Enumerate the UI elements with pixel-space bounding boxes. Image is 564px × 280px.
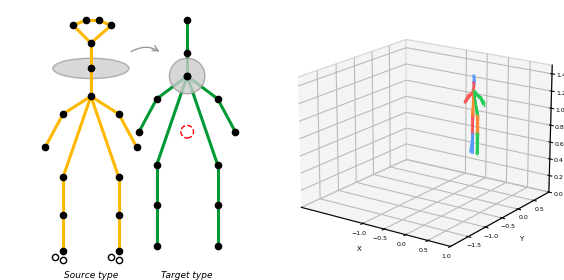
Y-axis label: Y: Y (519, 236, 523, 242)
Circle shape (169, 58, 205, 94)
Text: Target type: Target type (161, 271, 213, 280)
Text: Source type: Source type (64, 271, 118, 280)
Ellipse shape (53, 58, 129, 78)
X-axis label: X: X (357, 246, 362, 253)
